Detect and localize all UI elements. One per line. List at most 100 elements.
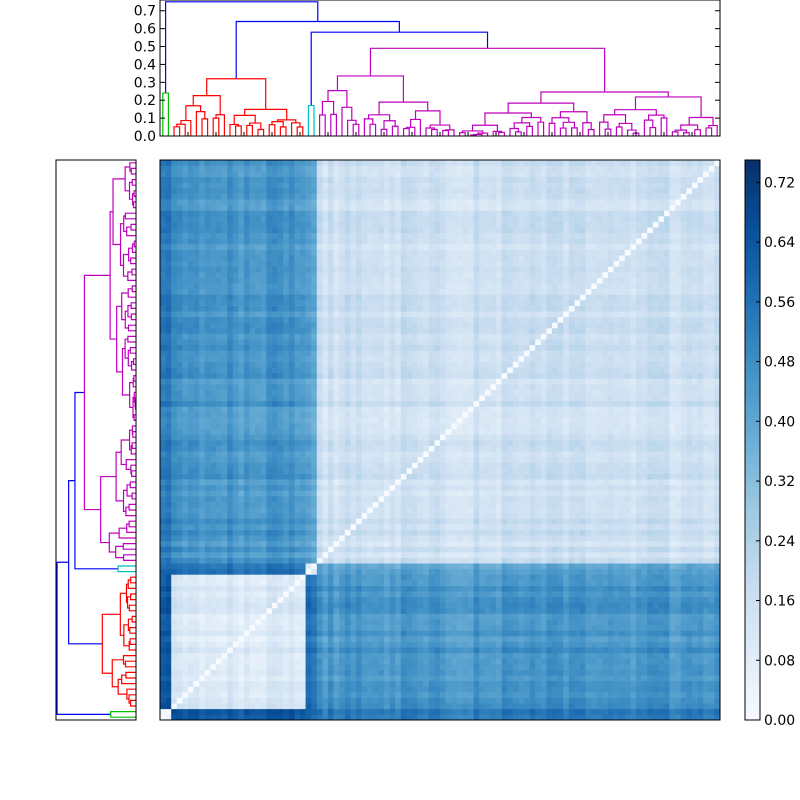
heatmap-cell — [367, 680, 374, 687]
heatmap-cell — [496, 518, 502, 525]
heatmap-cell — [322, 535, 329, 542]
heatmap-cell — [260, 692, 267, 698]
heatmap-cell — [204, 624, 211, 631]
heatmap-cell — [389, 456, 396, 463]
heatmap-cell — [557, 535, 564, 542]
heatmap-cell — [406, 552, 413, 558]
heatmap-cell — [518, 641, 525, 648]
heatmap-cell — [361, 613, 368, 620]
heatmap-cell — [613, 518, 620, 525]
heatmap-cell — [703, 496, 710, 502]
heatmap-cell — [507, 585, 514, 592]
heatmap-cell — [608, 591, 614, 598]
heatmap-cell — [613, 652, 620, 659]
heatmap-cell — [602, 535, 609, 542]
heatmap-cell — [445, 529, 452, 536]
heatmap-cell — [574, 518, 581, 525]
heatmap-cell — [552, 473, 558, 480]
heatmap-cell — [630, 484, 637, 491]
heatmap-cell — [580, 703, 586, 710]
y-tick-label: 0.3 — [134, 75, 156, 91]
heatmap-cell — [708, 608, 715, 614]
heatmap-cell — [479, 580, 486, 586]
heatmap-cell — [266, 490, 273, 497]
heatmap-cell — [400, 596, 407, 603]
heatmap-cell — [216, 546, 222, 553]
heatmap-cell — [176, 456, 183, 463]
heatmap-cell — [361, 456, 368, 463]
heatmap-cell — [630, 692, 637, 698]
heatmap-cell — [591, 602, 598, 609]
heatmap-cell — [619, 636, 626, 642]
heatmap-cell — [479, 546, 486, 553]
heatmap-cell — [344, 585, 351, 592]
heatmap-cell — [708, 490, 715, 497]
heatmap-cell — [608, 675, 614, 682]
heatmap-cell — [266, 630, 273, 637]
heatmap-cell — [182, 703, 189, 710]
heatmap-cell — [680, 563, 687, 570]
heatmap-cell — [333, 686, 340, 693]
heatmap-cell — [227, 518, 234, 525]
heatmap-cell — [328, 529, 334, 536]
heatmap-cell — [204, 686, 211, 693]
heatmap-cell — [328, 692, 334, 698]
heatmap-cell — [608, 608, 614, 614]
heatmap-cell — [322, 580, 329, 586]
heatmap-cell — [518, 669, 525, 676]
heatmap-cell — [630, 529, 637, 536]
heatmap-cell — [277, 624, 284, 631]
heatmap-cell — [389, 708, 396, 715]
dendrogram-link — [127, 288, 136, 298]
heatmap-cell — [468, 468, 474, 474]
heatmap-cell — [199, 652, 206, 659]
heatmap-cell — [350, 507, 357, 514]
heatmap-cell — [238, 664, 245, 670]
heatmap-cell — [703, 540, 710, 547]
heatmap-cell — [468, 518, 474, 525]
heatmap-cell — [462, 636, 469, 642]
heatmap-cell — [350, 636, 357, 642]
heatmap-cell — [378, 647, 385, 654]
heatmap-cell — [188, 546, 194, 553]
heatmap-cell — [344, 496, 351, 502]
heatmap-cell — [412, 686, 418, 693]
heatmap-cell — [692, 552, 698, 558]
heatmap-cell — [602, 669, 609, 676]
dendrogram-link — [513, 122, 531, 129]
heatmap-cell — [412, 664, 418, 670]
heatmap-cell — [585, 557, 592, 564]
heatmap-cell — [406, 507, 413, 514]
heatmap-cell — [445, 468, 452, 474]
heatmap-cell — [249, 692, 256, 698]
heatmap-cell — [451, 636, 458, 642]
heatmap-cell — [630, 664, 637, 670]
heatmap-cell — [546, 591, 553, 598]
heatmap-cell — [708, 652, 715, 659]
heatmap-cell — [193, 456, 200, 463]
heatmap-cell — [417, 490, 424, 497]
heatmap-cell — [479, 658, 486, 665]
heatmap-cell — [372, 636, 379, 642]
heatmap-cell — [568, 692, 575, 698]
heatmap-cell — [238, 647, 245, 654]
heatmap-cell — [456, 630, 463, 637]
heatmap-cell — [428, 568, 435, 575]
heatmap-cell — [182, 473, 189, 480]
heatmap-cell — [260, 490, 267, 497]
heatmap-cell — [238, 540, 245, 547]
heatmap-cell — [708, 484, 715, 491]
heatmap-cell — [596, 574, 603, 581]
heatmap-cell — [176, 479, 183, 486]
heatmap-cell — [400, 619, 407, 626]
heatmap-cell — [238, 501, 245, 508]
heatmap-cell — [428, 490, 435, 497]
heatmap-cell — [339, 658, 346, 665]
heatmap-cell — [412, 708, 418, 715]
heatmap-cell — [496, 524, 502, 530]
heatmap-cell — [255, 641, 262, 648]
heatmap-cell — [636, 546, 642, 553]
heatmap-cell — [540, 568, 547, 575]
heatmap-cell — [552, 540, 558, 547]
heatmap-cell — [227, 462, 234, 469]
